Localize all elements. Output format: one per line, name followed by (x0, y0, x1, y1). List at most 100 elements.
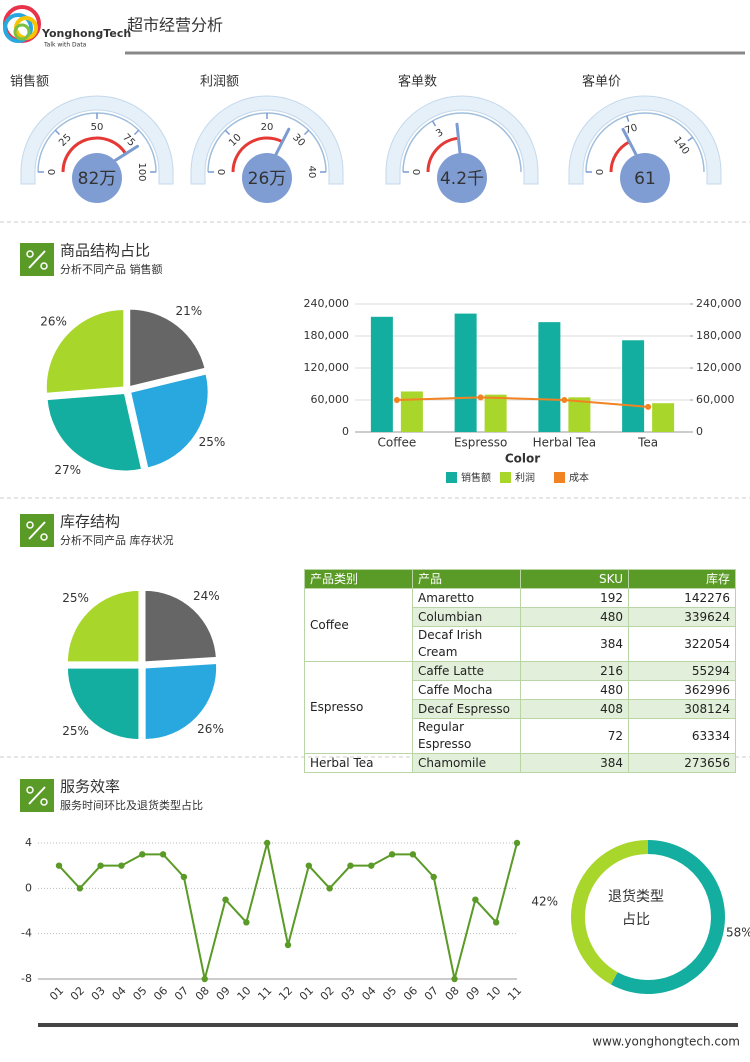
x-tick-label: 06 (151, 984, 170, 1003)
gauge-title: 销售额 (10, 74, 49, 90)
section-icon-dot (26, 786, 34, 794)
bar (622, 340, 645, 432)
gauge-title: 客单价 (582, 74, 621, 90)
line-point (201, 975, 208, 983)
y-tick-label: -8 (21, 972, 32, 985)
line-point (180, 873, 188, 881)
gauge-progress (426, 136, 459, 173)
table-cell: Caffe Latte (412, 661, 521, 681)
pie-label: 25% (62, 591, 89, 605)
line-point (645, 403, 652, 410)
section-subtitle: 分析不同产品 销售额 (60, 262, 163, 276)
gauge-band (190, 95, 344, 185)
x-tick-label: 10 (235, 984, 254, 1003)
pie-label: 27% (54, 463, 81, 477)
pie-label: 25% (62, 724, 89, 738)
gauge-value: 82万 (78, 169, 117, 189)
y-tick-label: -4 (21, 927, 32, 940)
legend-swatch (500, 472, 511, 483)
bar (538, 322, 561, 432)
y2-tick-label: 240,000 (696, 297, 742, 310)
gauge-tick-label: 50 (91, 122, 104, 133)
x-tick-label: 08 (193, 984, 212, 1003)
y-tick-label: 180,000 (304, 329, 350, 342)
section-icon-dot (26, 250, 34, 258)
gauge-band (385, 95, 539, 185)
gauge-value: 26万 (248, 169, 287, 189)
donut-slice (570, 840, 648, 985)
legend-swatch (446, 472, 457, 483)
gauge-tick-label: 140 (671, 135, 691, 157)
donut-slice (610, 840, 725, 994)
pie-slice (66, 667, 140, 741)
pie-slice (144, 662, 218, 741)
column-header: 产品 (412, 569, 521, 589)
section-subtitle: 分析不同产品 库存状况 (60, 533, 174, 547)
line-point (222, 896, 229, 903)
table-cell: 63334 (628, 718, 736, 754)
gauge-tick (626, 115, 630, 122)
x-tick-label: Espresso (454, 436, 507, 450)
table-cell: 55294 (628, 661, 736, 681)
x-tick-label: 01 (297, 984, 316, 1003)
line-point (388, 851, 396, 858)
line-point (76, 885, 84, 892)
line-point (477, 394, 484, 401)
y2-tick-label: 180,000 (696, 329, 742, 342)
gauge-tick (431, 120, 437, 127)
gauge-tick (303, 129, 310, 136)
y-tick-label: 0 (342, 425, 349, 438)
logo-ring (13, 23, 31, 41)
gauge-tick (224, 129, 231, 136)
table-cell: Decaf Espresso (412, 699, 521, 719)
bar (454, 313, 477, 432)
table-cell: Amaretto (412, 588, 521, 608)
x-tick-label: 05 (380, 984, 399, 1003)
pie-label: 25% (199, 435, 226, 449)
gauge-inner-arc (585, 112, 705, 173)
x-tick-label: 01 (47, 984, 66, 1003)
gauge-value-disc (620, 153, 670, 203)
table-cell: 142276 (628, 588, 736, 608)
section-icon-dot (40, 798, 48, 806)
line-point (326, 885, 333, 892)
section-icon-dot (40, 262, 48, 270)
x-tick-label: 11 (505, 984, 524, 1003)
x-tick-label: Tea (637, 436, 658, 450)
line-point (430, 873, 437, 881)
gauge-tick-label: 0 (595, 169, 606, 175)
table-cell: 273656 (628, 753, 736, 773)
table-cell: Regular Espresso (412, 718, 521, 754)
x-tick-label: 10 (484, 984, 503, 1003)
table-cell: 408 (520, 699, 629, 719)
line-point (118, 862, 125, 869)
x-tick-label: 09 (464, 984, 483, 1003)
line-point (409, 851, 417, 858)
gauge-title: 利润额 (200, 75, 239, 90)
gauge-progress (231, 136, 284, 173)
table-row: Columbian 480 339624 (305, 607, 736, 627)
legend-label: 利润 (515, 471, 535, 484)
line-point (55, 862, 63, 869)
x-axis-title: Color (505, 452, 540, 466)
inventory-table: 产品类别 产品 SKU 库存 Coffee Amaretto 192 142276 Columb… (304, 569, 736, 773)
gauge-tick-label: 25 (57, 132, 74, 149)
x-tick-label: 07 (422, 984, 441, 1003)
column-header: 产品类别 (304, 569, 413, 589)
line-point (159, 851, 167, 858)
table-cell: 322054 (628, 626, 736, 662)
gauge-tick-label: 75 (120, 132, 137, 149)
table-cell: Columbian (412, 607, 521, 627)
gauge-tick (687, 136, 694, 142)
pie-slice (66, 589, 140, 663)
x-tick-label: Herbal Tea (533, 436, 597, 450)
gauge-value: 61 (634, 169, 656, 189)
table-cell: 480 (520, 607, 629, 627)
line-point (393, 397, 400, 403)
section-title: 库存结构 (60, 513, 120, 531)
line-point (347, 862, 354, 869)
line-point (97, 862, 104, 869)
category-cell: Herbal Tea (304, 753, 413, 773)
table-cell: 339624 (628, 607, 736, 627)
gauge-progress (609, 140, 631, 173)
